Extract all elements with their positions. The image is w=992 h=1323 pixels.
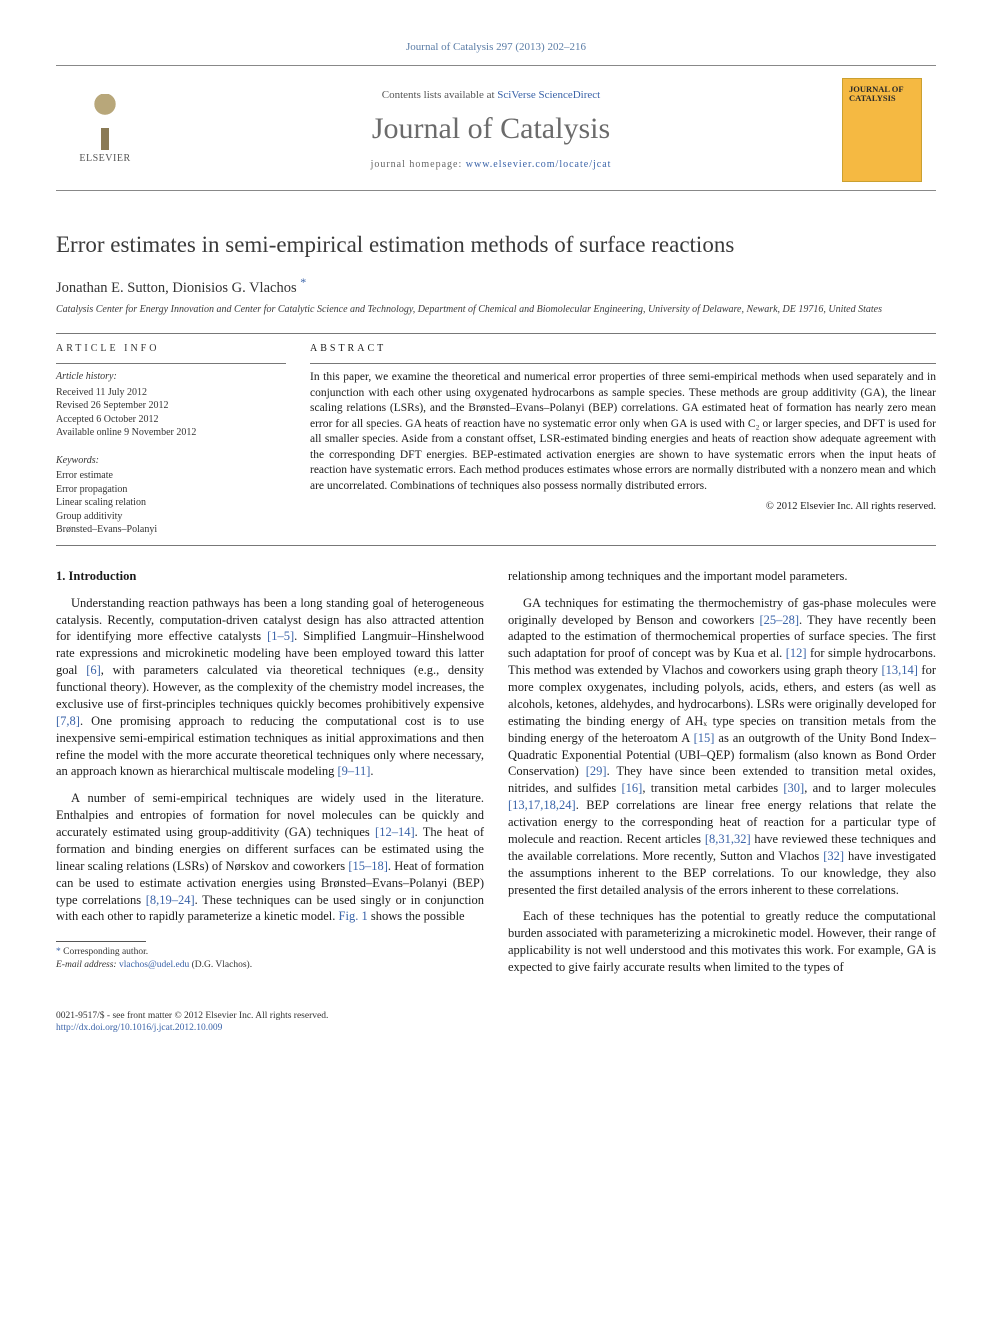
email-suffix: (D.G. Vlachos).: [189, 960, 252, 970]
body-column-left: 1. Introduction Understanding reaction p…: [56, 568, 484, 986]
body-columns: 1. Introduction Understanding reaction p…: [56, 568, 936, 986]
page-footer: 0021-9517/$ - see front matter © 2012 El…: [56, 1010, 936, 1035]
elsevier-tree-icon: [79, 94, 131, 150]
authors-names: Jonathan E. Sutton, Dionisios G. Vlachos: [56, 280, 297, 296]
abstract-copyright: © 2012 Elsevier Inc. All rights reserved…: [310, 500, 936, 514]
contents-prefix: Contents lists available at: [382, 89, 497, 101]
body-column-right: relationship among techniques and the im…: [508, 568, 936, 986]
footnote-separator: [56, 941, 146, 942]
email-footnote: E-mail address: vlachos@udel.edu (D.G. V…: [56, 959, 484, 972]
journal-homepage-url[interactable]: www.elsevier.com/locate/jcat: [466, 159, 612, 170]
email-label: E-mail address:: [56, 960, 117, 970]
abstract-heading: ABSTRACT: [310, 342, 936, 356]
keyword: Group additivity: [56, 510, 286, 524]
keyword: Error propagation: [56, 483, 286, 497]
history-online: Available online 9 November 2012: [56, 426, 286, 440]
keyword: Linear scaling relation: [56, 496, 286, 510]
history-revised: Revised 26 September 2012: [56, 399, 286, 413]
abstract-column: ABSTRACT In this paper, we examine the t…: [310, 342, 936, 537]
journal-name: Journal of Catalysis: [154, 109, 828, 150]
top-citation: Journal of Catalysis 297 (2013) 202–216: [56, 40, 936, 55]
journal-homepage-line: journal homepage: www.elsevier.com/locat…: [154, 158, 828, 172]
body-paragraph: GA techniques for estimating the thermoc…: [508, 595, 936, 899]
email-link[interactable]: vlachos@udel.edu: [119, 960, 189, 970]
corresponding-author-footnote: * Corresponding author.: [56, 946, 484, 959]
body-paragraph: Each of these techniques has the potenti…: [508, 908, 936, 976]
cover-footer: [849, 167, 915, 175]
affiliation: Catalysis Center for Energy Innovation a…: [56, 304, 936, 317]
journal-cover-thumbnail: JOURNAL OF CATALYSIS: [842, 78, 922, 182]
keywords-list: Error estimate Error propagation Linear …: [56, 469, 286, 537]
page-container: Journal of Catalysis 297 (2013) 202–216 …: [0, 0, 992, 1075]
masthead: ELSEVIER Contents lists available at Sci…: [56, 65, 936, 191]
article-info-rule: [56, 363, 286, 364]
article-title: Error estimates in semi-empirical estima…: [56, 229, 936, 260]
keyword: Error estimate: [56, 469, 286, 483]
contents-available-line: Contents lists available at SciVerse Sci…: [154, 88, 828, 103]
doi-link[interactable]: http://dx.doi.org/10.1016/j.jcat.2012.10…: [56, 1023, 222, 1033]
abstract-rule: [310, 363, 936, 364]
history-received: Received 11 July 2012: [56, 386, 286, 400]
publisher-brand: ELSEVIER: [70, 152, 140, 166]
footer-copyright-line: 0021-9517/$ - see front matter © 2012 El…: [56, 1010, 936, 1022]
article-history-label: Article history:: [56, 370, 286, 384]
divider-bottom: [56, 545, 936, 546]
keywords-label: Keywords:: [56, 454, 286, 468]
divider-top: [56, 333, 936, 334]
corresponding-author-mark-icon: *: [300, 275, 306, 289]
body-paragraph: Understanding reaction pathways has been…: [56, 595, 484, 781]
cover-title: JOURNAL OF CATALYSIS: [849, 85, 915, 104]
homepage-prefix: journal homepage:: [371, 159, 466, 170]
authors-line: Jonathan E. Sutton, Dionisios G. Vlachos…: [56, 274, 936, 298]
sciencedirect-link[interactable]: SciVerse ScienceDirect: [497, 89, 600, 101]
history-accepted: Accepted 6 October 2012: [56, 413, 286, 427]
article-info-heading: ARTICLE INFO: [56, 342, 286, 356]
article-info-column: ARTICLE INFO Article history: Received 1…: [56, 342, 286, 537]
masthead-center: Contents lists available at SciVerse Sci…: [154, 88, 828, 171]
body-paragraph: relationship among techniques and the im…: [508, 568, 936, 585]
footnotes-block: * Corresponding author. E-mail address: …: [56, 946, 484, 972]
corr-asterisk-icon: *: [56, 947, 61, 957]
abstract-text: In this paper, we examine the theoretica…: [310, 370, 936, 494]
meta-row: ARTICLE INFO Article history: Received 1…: [56, 342, 936, 545]
corr-label: Corresponding author.: [63, 947, 148, 957]
title-block: Error estimates in semi-empirical estima…: [56, 229, 936, 317]
section-1-heading: 1. Introduction: [56, 568, 484, 585]
publisher-logo: ELSEVIER: [70, 94, 140, 166]
keyword: Brønsted–Evans–Polanyi: [56, 523, 286, 537]
body-paragraph: A number of semi-empirical techniques ar…: [56, 790, 484, 925]
